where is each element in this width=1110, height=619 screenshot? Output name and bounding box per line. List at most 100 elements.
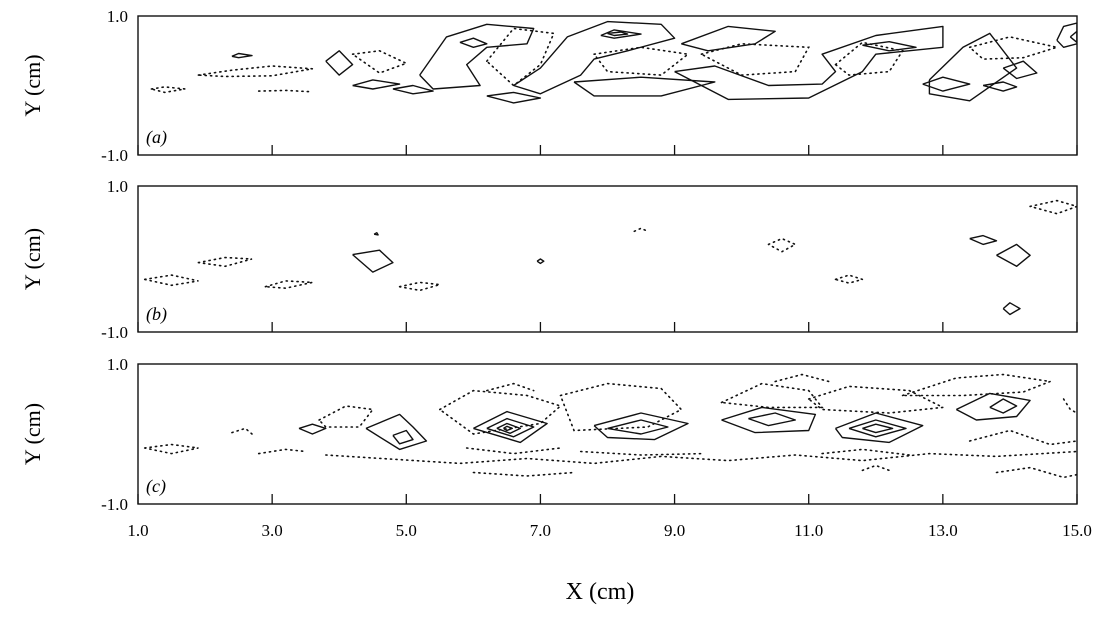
positive-contour <box>573 76 716 97</box>
negative-contour <box>767 237 798 253</box>
y-tick-label: 1.0 <box>107 7 128 26</box>
positive-contour <box>721 406 817 434</box>
panel-label-close: ) <box>159 476 166 497</box>
negative-contour <box>143 274 199 287</box>
positive-contour <box>231 52 253 59</box>
negative-contour <box>197 65 313 78</box>
panel-label-open: ( <box>146 476 153 497</box>
positive-contour <box>607 419 669 435</box>
negative-contour <box>821 448 911 456</box>
y-tick-label: -1.0 <box>101 146 128 165</box>
negative-contour <box>968 429 1077 446</box>
x-axis-label: X (cm) <box>566 579 635 605</box>
positive-contour <box>298 423 327 435</box>
negative-contour <box>143 443 199 455</box>
panel-frame <box>137 15 1078 156</box>
y-axis-label: Y (cm) <box>20 228 45 290</box>
positive-contour <box>862 41 917 52</box>
positive-contour <box>674 25 944 101</box>
negative-contour <box>834 41 904 76</box>
negative-contour <box>633 227 649 233</box>
negative-contour <box>231 427 253 435</box>
positive-contour <box>996 243 1031 267</box>
negative-contour <box>593 46 690 76</box>
panel-label-close: ) <box>160 304 167 325</box>
positive-contour <box>419 23 535 90</box>
positive-contour <box>513 20 676 95</box>
negative-contour <box>257 89 314 93</box>
negative-contour <box>968 36 1061 60</box>
negative-contour <box>472 471 575 477</box>
negative-contour <box>485 382 535 392</box>
positive-contour <box>748 412 796 427</box>
positive-contour <box>1069 30 1077 44</box>
positive-contour <box>834 412 924 444</box>
y-tick-label: -1.0 <box>101 323 128 342</box>
positive-contour <box>536 258 545 265</box>
panel-label-letter: a <box>152 127 161 147</box>
positive-contour <box>486 91 542 104</box>
y-axis-label: Y (cm) <box>20 403 45 465</box>
contour-group <box>143 199 1077 316</box>
positive-contour <box>496 422 521 434</box>
panel-label: (c) <box>146 476 166 497</box>
positive-contour <box>459 37 488 48</box>
panel-label-close: ) <box>160 127 167 148</box>
positive-contour <box>922 76 971 92</box>
panel-a: 1.0 -1.0 Y (cm) (a) <box>20 7 1078 165</box>
negative-contour <box>264 280 313 290</box>
positive-contour <box>503 425 513 432</box>
x-tick-label: 13.0 <box>928 521 958 540</box>
positive-contour <box>1002 302 1021 316</box>
negative-contour <box>324 450 1077 465</box>
panel-label-open: ( <box>146 304 153 325</box>
negative-contour <box>257 448 307 455</box>
x-tick-label: 3.0 <box>262 521 283 540</box>
positive-contour <box>352 79 401 90</box>
panel-label-open: ( <box>146 127 153 148</box>
x-tick-label: 7.0 <box>530 521 551 540</box>
positive-contour <box>392 429 414 445</box>
positive-contour <box>607 31 629 37</box>
positive-contour <box>365 413 428 451</box>
negative-contour <box>720 382 824 409</box>
panel-b: 1.0 -1.0 Y (cm) (b) <box>20 177 1078 342</box>
x-tick-label: 9.0 <box>664 521 685 540</box>
y-tick-label: 1.0 <box>107 355 128 374</box>
contour-group <box>143 373 1077 479</box>
negative-contour <box>807 385 946 414</box>
panel-label-letter: c <box>152 476 160 496</box>
negative-contour <box>700 42 811 76</box>
positive-contour <box>1056 22 1077 48</box>
negative-contour <box>1062 398 1077 414</box>
negative-contour <box>318 405 375 428</box>
panel-frame <box>137 185 1078 333</box>
x-tick-label: 11.0 <box>794 521 823 540</box>
panel-label: (a) <box>146 127 167 148</box>
negative-contour <box>351 49 409 74</box>
positive-contour <box>982 81 1018 92</box>
positive-contour <box>1002 60 1038 80</box>
negative-contour <box>861 464 891 472</box>
negative-contour <box>150 86 186 94</box>
x-tick-label: 1.0 <box>127 521 148 540</box>
panels: 1.0-1.0Y (cm)(a)1.0-1.0Y (cm)(b)1.0 3.0 5.… <box>20 7 1092 540</box>
positive-contour <box>325 50 354 76</box>
positive-contour <box>989 398 1018 414</box>
x-tick-label: 15.0 <box>1062 521 1092 540</box>
panel-frame <box>137 363 1078 505</box>
positive-contour <box>593 412 689 441</box>
negative-contour <box>901 373 1054 397</box>
positive-contour <box>928 32 1018 102</box>
negative-contour <box>774 373 830 383</box>
x-tick-label: 5.0 <box>396 521 417 540</box>
negative-contour <box>559 382 683 432</box>
contour-group <box>150 20 1077 104</box>
positive-contour <box>473 410 548 444</box>
positive-contour <box>352 249 394 273</box>
negative-contour <box>438 389 563 435</box>
positive-contour <box>600 29 642 39</box>
positive-contour <box>392 84 434 95</box>
positive-contour <box>955 392 1031 421</box>
